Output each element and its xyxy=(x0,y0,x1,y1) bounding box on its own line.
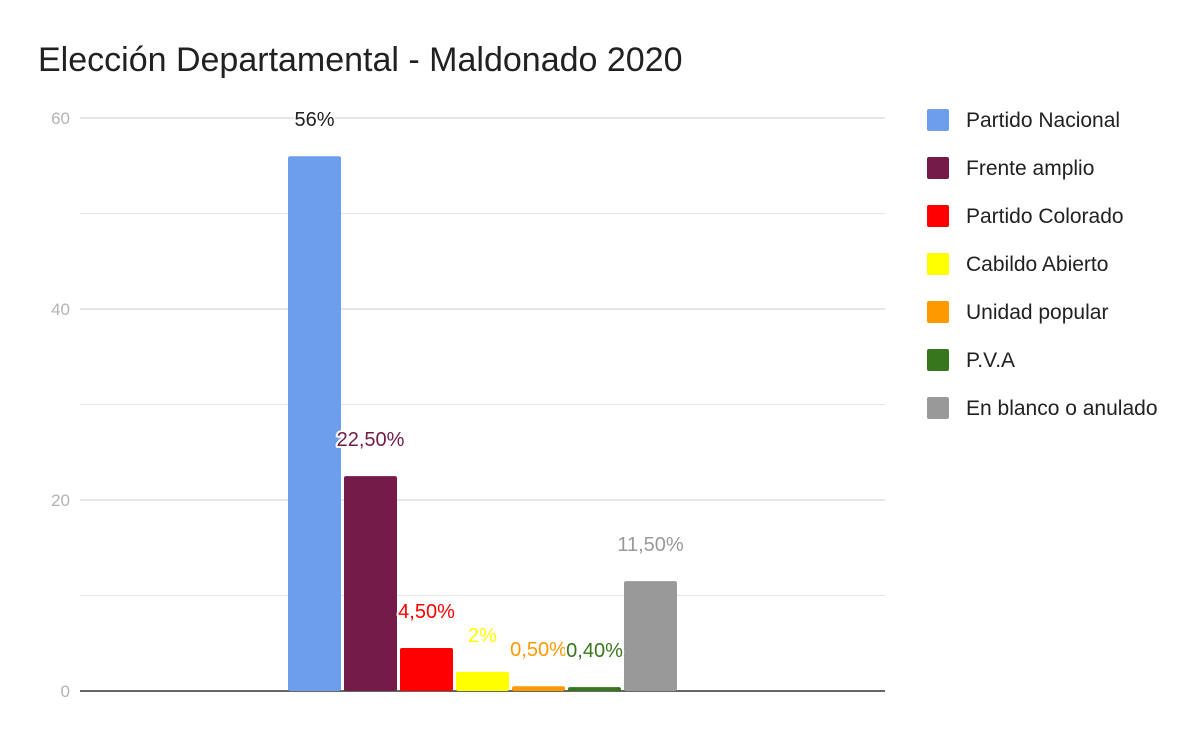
bar-unidad-popular[interactable] xyxy=(512,686,565,691)
y-tick-label: 40 xyxy=(51,300,70,319)
legend-swatch xyxy=(927,157,949,179)
data-label: 0,50% xyxy=(510,639,567,661)
legend-item[interactable]: Frente amplio xyxy=(927,157,1094,180)
legend-label: En blanco o anulado xyxy=(966,397,1158,420)
bars xyxy=(288,156,677,691)
legend-item[interactable]: Unidad popular xyxy=(927,301,1108,324)
legend-label: Unidad popular xyxy=(966,301,1108,324)
legend-swatch xyxy=(927,205,949,227)
bar-frente-amplio[interactable] xyxy=(344,476,397,691)
bar-cabildo-abierto[interactable] xyxy=(456,671,509,691)
legend-swatch xyxy=(927,253,949,275)
bar-p-v-a[interactable] xyxy=(568,687,621,691)
legend-label: Cabildo Abierto xyxy=(966,253,1108,276)
legend-item[interactable]: Partido Nacional xyxy=(927,109,1120,132)
data-labels: 56% 22,50% 4,50% 2% 0,50% 0,40% 11,50% xyxy=(292,107,685,664)
legend-label: Partido Colorado xyxy=(966,205,1124,228)
legend: Partido Nacional Frente amplio Partido Col… xyxy=(927,109,1158,420)
data-label: 56% xyxy=(294,109,334,131)
data-label: 2% xyxy=(468,625,497,647)
legend-label: Partido Nacional xyxy=(966,109,1120,132)
y-axis-ticks: 0 20 40 60 xyxy=(51,109,70,701)
legend-swatch xyxy=(927,109,949,131)
legend-item[interactable]: Partido Colorado xyxy=(927,205,1124,228)
data-label: 22,50% xyxy=(337,429,405,451)
y-tick-label: 0 xyxy=(61,682,70,701)
legend-item[interactable]: Cabildo Abierto xyxy=(927,253,1108,276)
data-label: 11,50% xyxy=(617,534,684,556)
legend-swatch xyxy=(927,349,949,371)
y-tick-label: 20 xyxy=(51,491,70,510)
legend-item[interactable]: P.V.A xyxy=(927,349,1015,372)
y-tick-label: 60 xyxy=(51,109,70,128)
bar-partido-nacional[interactable] xyxy=(288,156,341,691)
data-label: 4,50% xyxy=(398,601,455,623)
legend-swatch xyxy=(927,397,949,419)
data-label: 0,40% xyxy=(566,640,623,662)
bar-en-blanco-o-anulado[interactable] xyxy=(624,581,677,691)
legend-swatch xyxy=(927,301,949,323)
gridlines xyxy=(80,117,885,692)
chart-title: Elección Departamental - Maldonado 2020 xyxy=(38,41,683,79)
legend-label: Frente amplio xyxy=(966,157,1094,180)
legend-label: P.V.A xyxy=(966,349,1015,372)
bar-partido-colorado[interactable] xyxy=(400,648,453,691)
legend-item[interactable]: En blanco o anulado xyxy=(927,397,1158,420)
